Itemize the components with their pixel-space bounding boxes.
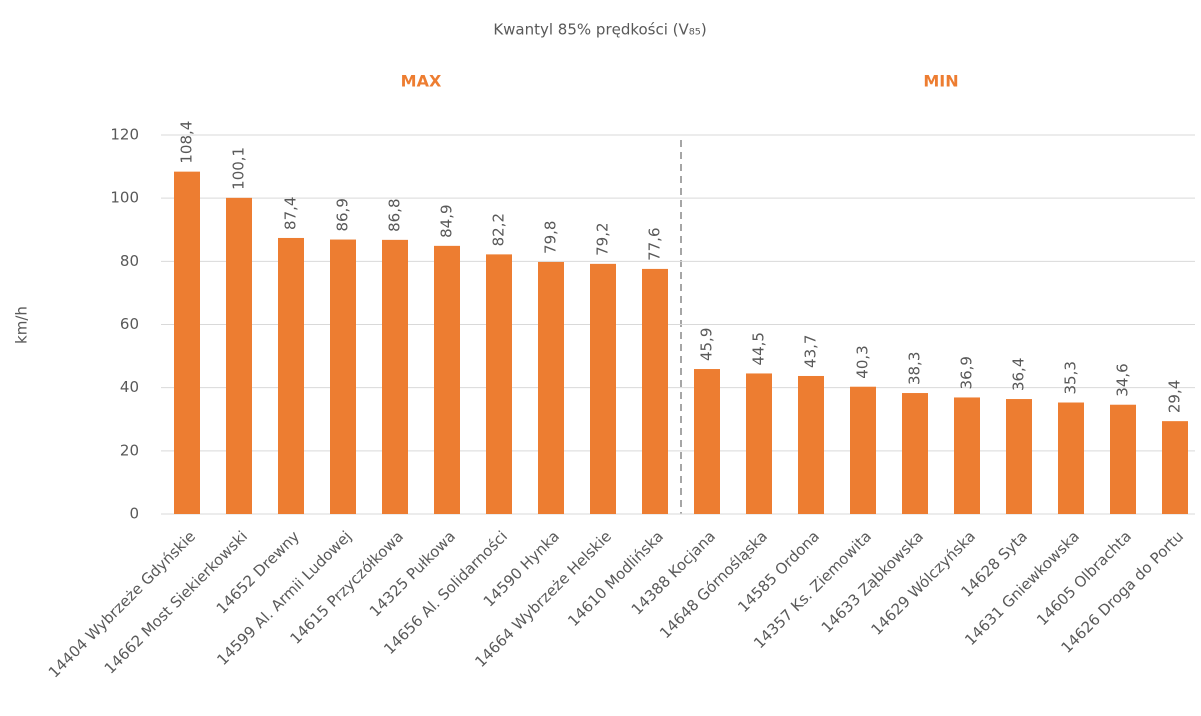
x-tick-label: 14605 Olbrachta	[1033, 527, 1135, 629]
bar	[382, 239, 408, 514]
bar	[174, 171, 200, 515]
value-label: 108,4	[178, 121, 196, 164]
bar	[330, 239, 356, 514]
value-label: 34,6	[1114, 363, 1132, 396]
value-label: 79,2	[594, 222, 612, 255]
value-label: 40,3	[854, 345, 872, 378]
value-label: 86,9	[334, 198, 352, 231]
bar	[1006, 399, 1032, 514]
y-tick-label: 60	[120, 315, 139, 333]
bar	[954, 397, 980, 514]
bar	[850, 386, 876, 514]
value-label: 86,8	[386, 198, 404, 231]
value-label: 35,3	[1062, 361, 1080, 394]
value-label: 36,9	[958, 356, 976, 389]
value-label: 38,3	[906, 352, 924, 385]
x-tick-label: 14610 Modlińska	[564, 527, 667, 630]
y-tick-label: 100	[110, 189, 139, 207]
value-label: 100,1	[230, 147, 248, 190]
y-tick-label: 40	[120, 378, 139, 396]
bar	[798, 375, 824, 514]
bar	[902, 393, 928, 514]
value-label: 44,5	[750, 332, 768, 365]
bar	[642, 268, 668, 514]
bar	[1058, 402, 1084, 514]
bar	[226, 197, 252, 514]
chart-title: Kwantyl 85% prędkości (V₈₅)	[493, 21, 706, 39]
value-label: 36,4	[1010, 358, 1028, 391]
group-label: MAX	[401, 72, 442, 91]
value-label: 43,7	[802, 335, 820, 368]
bar	[278, 237, 304, 514]
bar	[538, 261, 564, 514]
bar	[590, 263, 616, 514]
y-tick-label: 20	[120, 441, 139, 459]
value-label: 77,6	[646, 228, 664, 261]
value-label: 87,4	[282, 197, 300, 230]
value-label: 29,4	[1166, 380, 1184, 413]
value-label: 45,9	[698, 328, 716, 361]
bar	[694, 369, 720, 514]
bar	[486, 254, 512, 514]
bar	[1110, 404, 1136, 514]
y-tick-label: 120	[110, 126, 139, 144]
group-label: MIN	[923, 72, 958, 91]
y-axis-label: km/h	[13, 306, 31, 344]
bar	[746, 373, 772, 514]
y-tick-label: 80	[120, 252, 139, 270]
value-label: 79,8	[542, 221, 560, 254]
y-tick-label: 0	[129, 505, 139, 523]
bar	[1162, 421, 1188, 514]
bar	[434, 245, 460, 515]
value-label: 82,2	[490, 213, 508, 246]
value-label: 84,9	[438, 204, 456, 237]
